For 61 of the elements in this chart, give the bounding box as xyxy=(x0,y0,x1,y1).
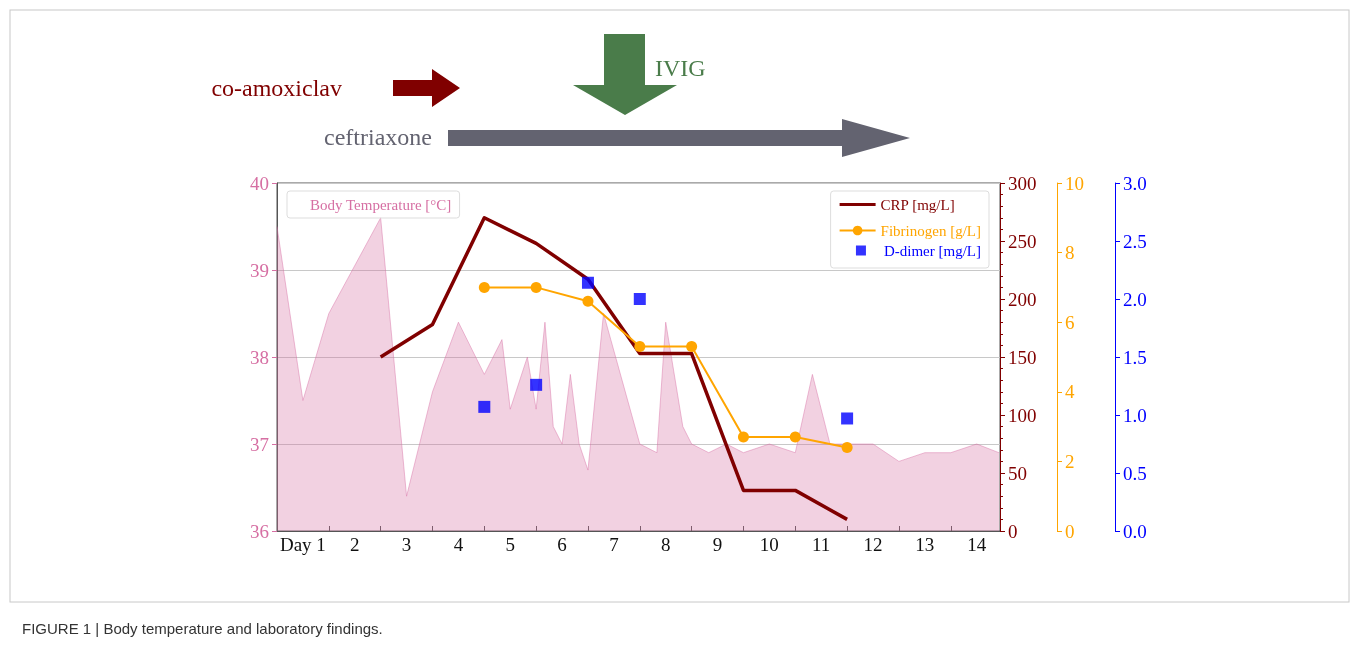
y-tick-label: 37 xyxy=(250,433,269,455)
x-tick-label: 10 xyxy=(759,534,779,555)
point xyxy=(789,431,801,443)
x-tick-label: 11 xyxy=(812,534,831,555)
y-tick-label: 2.0 xyxy=(1123,288,1147,310)
y3-tick-label: 8 xyxy=(1065,242,1075,264)
y3-tick-label: 2 xyxy=(1065,450,1075,472)
y2-tick-label: 150 xyxy=(1008,346,1037,368)
point xyxy=(581,276,594,289)
x-tick-label: 6 xyxy=(557,534,567,555)
point xyxy=(530,378,543,391)
series-label: Body Temperature [°C] xyxy=(310,196,452,213)
y-tick-label: 0.5 xyxy=(1123,462,1147,484)
x-tick-label: 12 xyxy=(863,534,883,555)
x-tick-label: 7 xyxy=(609,534,619,555)
point xyxy=(686,341,698,353)
x-tick-label: 5 xyxy=(505,534,515,555)
y-tick-label: 40 xyxy=(250,172,269,194)
y2-tick-label: 200 xyxy=(1008,288,1037,310)
y2-tick-label: 100 xyxy=(1008,404,1037,426)
text: co-amoxiclav xyxy=(211,75,342,101)
y-tick-label: 3.0 xyxy=(1123,172,1147,194)
text: IVIG xyxy=(655,55,706,81)
y3-tick-label: 4 xyxy=(1065,381,1075,403)
point xyxy=(737,431,749,443)
caption: FIGURE 1 | Body temperature and laboratory findings. xyxy=(22,620,383,637)
point xyxy=(582,295,594,307)
x-tick-label: 2 xyxy=(349,534,360,555)
y-tick-label: 36 xyxy=(250,520,269,542)
legend-label: Fibrinogen [g/L] xyxy=(880,222,982,239)
y-tick-label: 38 xyxy=(250,346,269,368)
y2-tick-label: 50 xyxy=(1008,462,1027,484)
y-tick-label: 39 xyxy=(250,259,269,281)
x-tick-label: 3 xyxy=(401,534,412,555)
y-tick-label: 0.0 xyxy=(1123,520,1147,542)
point xyxy=(478,400,491,413)
y3-tick-label: 0 xyxy=(1065,520,1075,542)
point xyxy=(478,281,490,293)
y-tick-label: 1.0 xyxy=(1123,404,1147,426)
point xyxy=(841,441,853,453)
point xyxy=(530,281,542,293)
point xyxy=(633,293,646,305)
x-tick-label: 13 xyxy=(915,534,935,555)
point xyxy=(841,412,854,425)
y2-tick-label: 0 xyxy=(1008,520,1018,542)
y-tick-label: 2.5 xyxy=(1123,230,1147,252)
x-tick-label: 14 xyxy=(967,534,987,555)
x-tick-label: 4 xyxy=(453,534,464,555)
text: ceftriaxone xyxy=(324,124,432,150)
x-tick-label: Day 1 xyxy=(279,534,326,555)
y3-tick-label: 6 xyxy=(1065,311,1075,333)
y3-tick-label: 10 xyxy=(1065,172,1084,194)
y2-tick-label: 300 xyxy=(1008,172,1037,194)
line-series xyxy=(378,216,849,522)
legend-label: D-dimer [mg/L] xyxy=(883,242,982,259)
x-tick-label: 9 xyxy=(712,534,723,555)
y2-tick-label: 250 xyxy=(1008,230,1037,252)
y-tick-label: 1.5 xyxy=(1123,346,1147,368)
legend-label: CRP [mg/L] xyxy=(880,196,955,213)
point xyxy=(634,341,646,353)
x-tick-label: 8 xyxy=(660,534,671,555)
